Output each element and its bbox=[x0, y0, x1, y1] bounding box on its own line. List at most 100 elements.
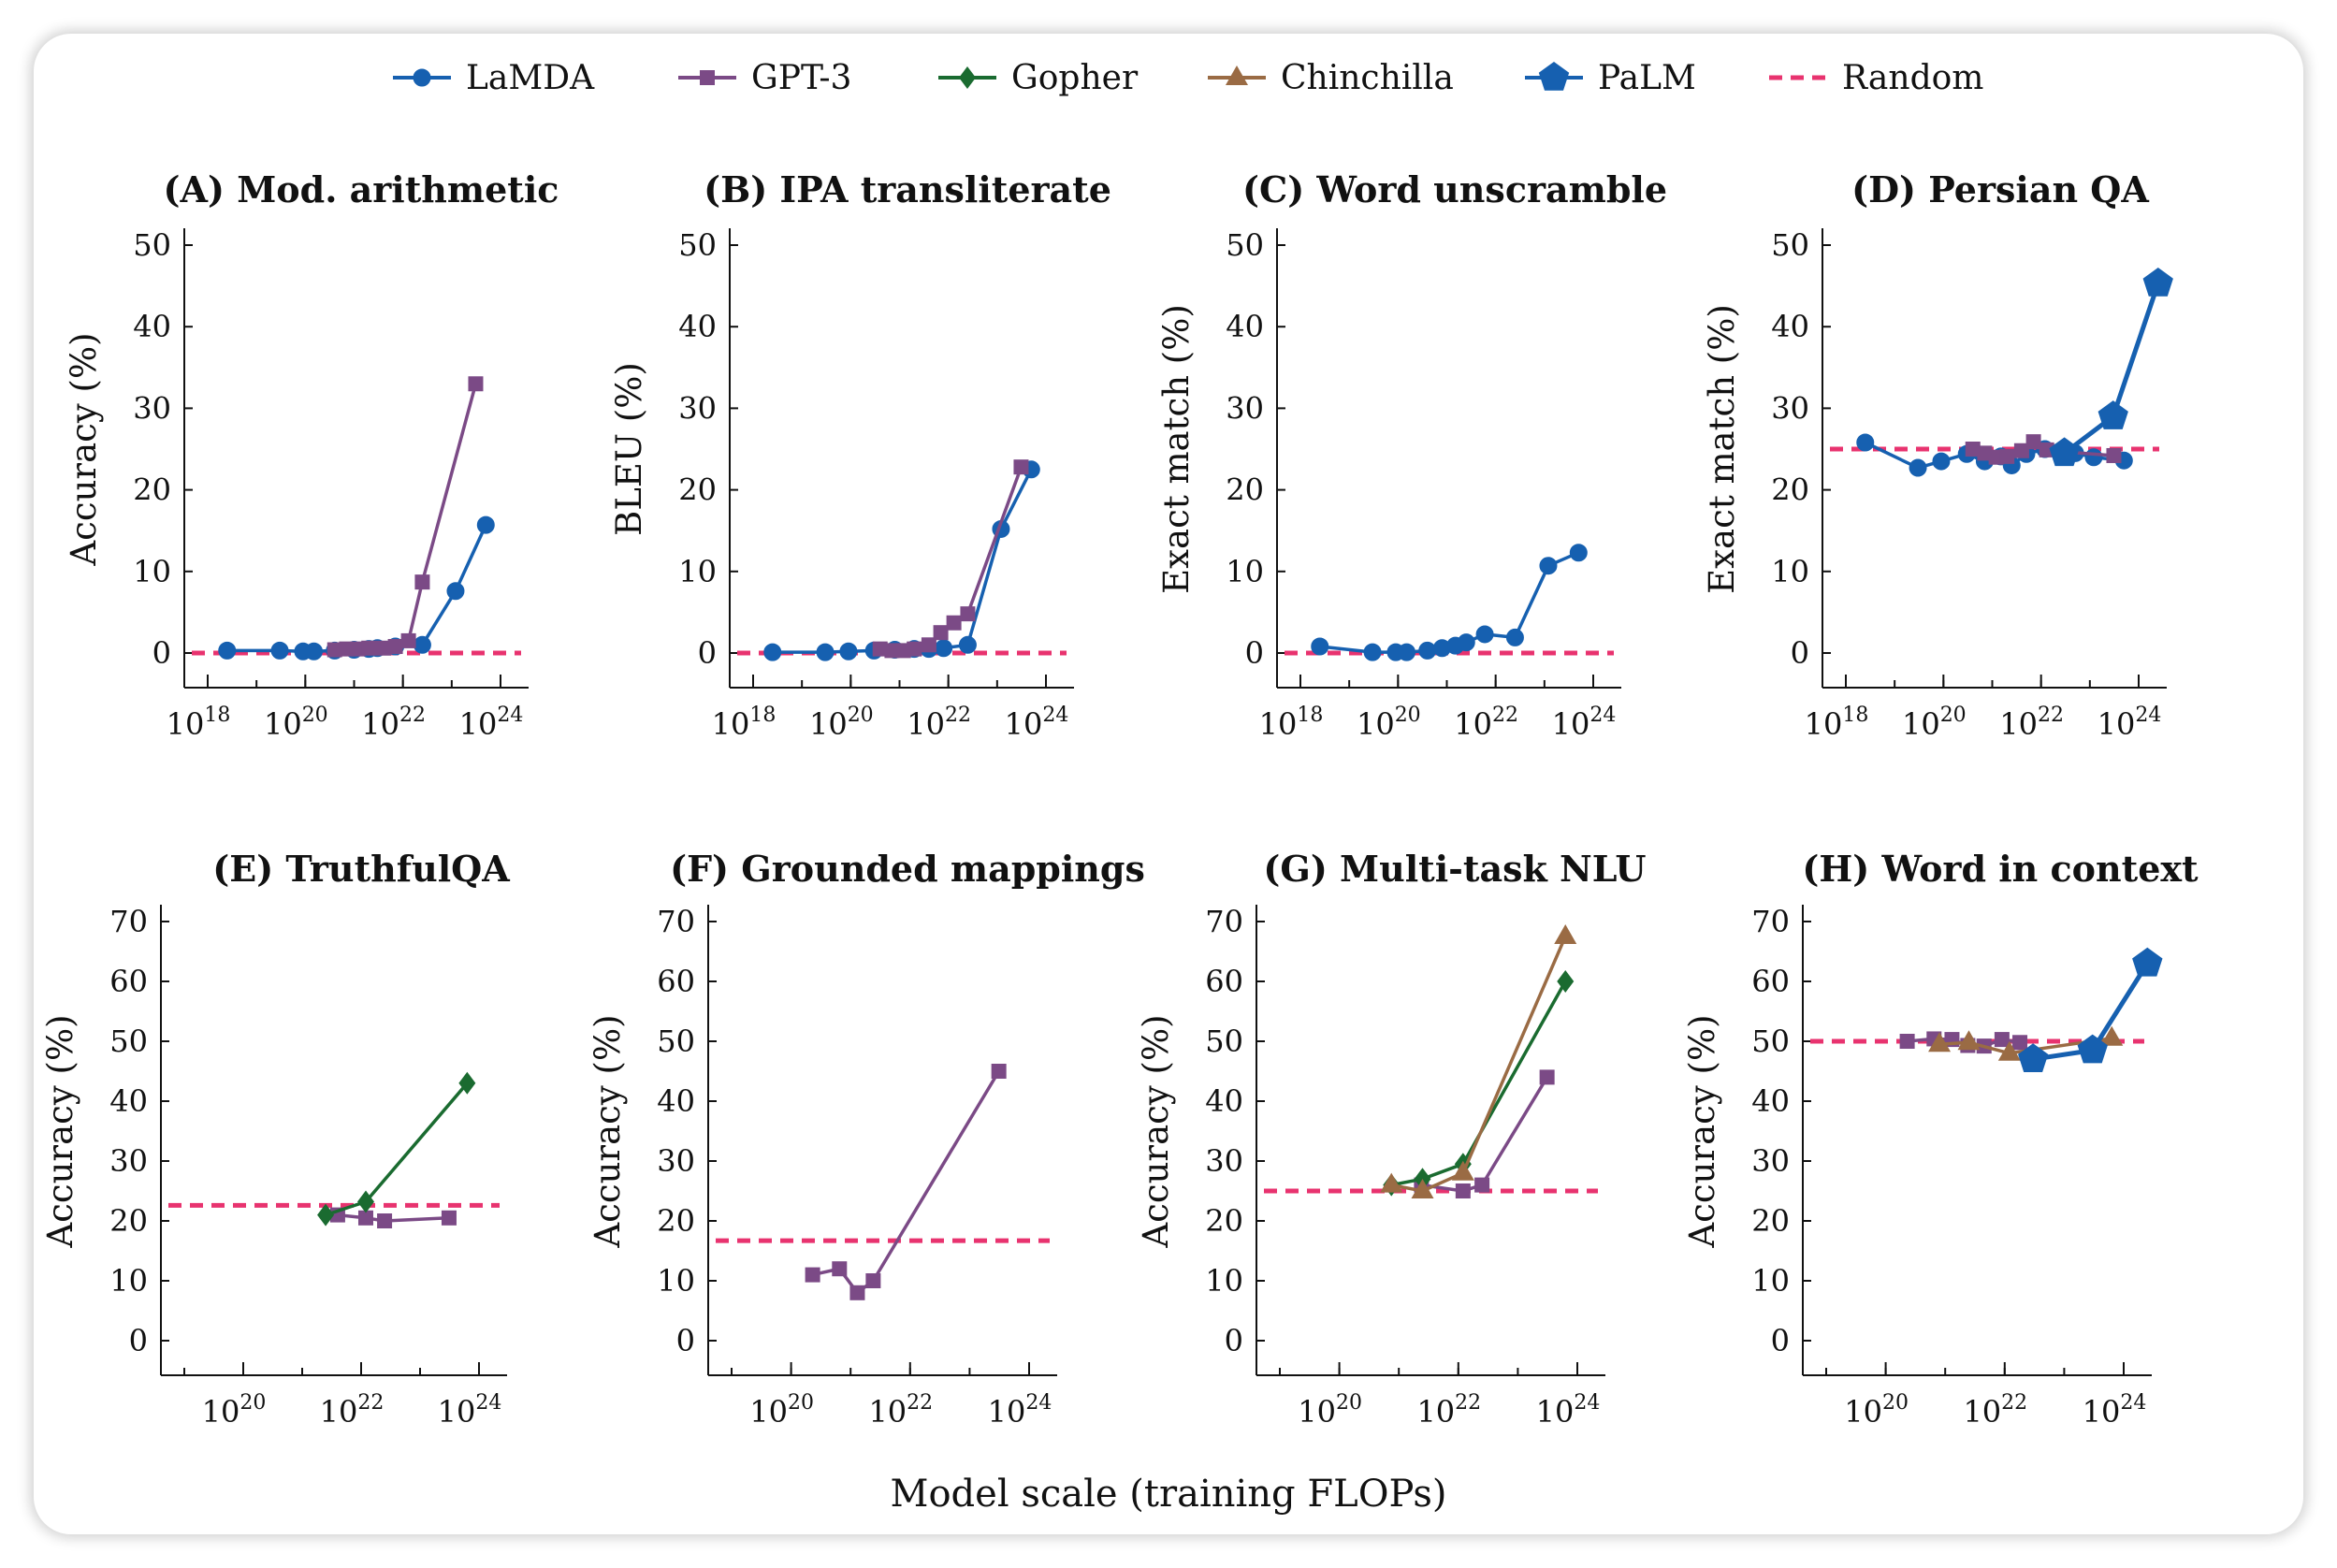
data-point bbox=[441, 1210, 457, 1226]
data-point bbox=[317, 1203, 335, 1227]
data-point bbox=[1013, 459, 1029, 475]
data-point bbox=[2142, 268, 2173, 297]
y-tick-label: 30 bbox=[1205, 1143, 1243, 1179]
y-tick-label: 10 bbox=[1226, 554, 1264, 589]
x-tick-label: 1022 bbox=[361, 704, 426, 742]
y-tick-label: 70 bbox=[657, 904, 695, 939]
y-tick-label: 30 bbox=[1226, 390, 1264, 426]
legend: LaMDA GPT-3 Gopher Chinchilla PaLM Random bbox=[393, 59, 1983, 97]
legend-label: Random bbox=[1842, 59, 1983, 97]
data-point bbox=[2097, 400, 2128, 429]
legend-item-gopher: Gopher bbox=[938, 59, 1139, 97]
x-tick-label: 1024 bbox=[2083, 1391, 2147, 1430]
y-tick-label: 40 bbox=[109, 1083, 148, 1119]
data-point bbox=[1311, 637, 1329, 656]
series-gpt-3 bbox=[329, 1207, 457, 1228]
x-tick-label: 1018 bbox=[1259, 704, 1324, 742]
data-point bbox=[2049, 437, 2080, 467]
data-point bbox=[446, 582, 465, 601]
series-lamda bbox=[218, 515, 495, 661]
y-tick-label: 10 bbox=[678, 554, 717, 589]
y-tick-label: 30 bbox=[1771, 390, 1809, 426]
y-tick-label: 40 bbox=[1226, 309, 1264, 344]
y-tick-label: 60 bbox=[1751, 964, 1790, 999]
series-chinchilla bbox=[1380, 924, 1577, 1198]
x-tick-label: 1022 bbox=[1454, 704, 1518, 742]
series-lamda bbox=[763, 460, 1040, 661]
y-tick-label: 30 bbox=[678, 390, 717, 426]
y-tick-label: 20 bbox=[657, 1203, 695, 1239]
y-axis-label: Accuracy (%) bbox=[40, 1014, 80, 1248]
x-tick-label: 1024 bbox=[2097, 704, 2162, 742]
y-tick-label: 10 bbox=[1751, 1263, 1790, 1299]
y-axis-label: Exact match (%) bbox=[1702, 304, 1742, 594]
x-tick-label: 1022 bbox=[1999, 704, 2064, 742]
x-tick-label: 1022 bbox=[320, 1391, 385, 1430]
x-tick-label: 1024 bbox=[988, 1391, 1052, 1430]
y-axis-label: BLEU (%) bbox=[609, 362, 649, 536]
data-point bbox=[1856, 433, 1875, 452]
series-gopher bbox=[317, 1071, 476, 1227]
data-point bbox=[2012, 1035, 2028, 1051]
y-tick-label: 0 bbox=[152, 635, 171, 671]
panel-title: (G) Multi-task NLU bbox=[1263, 848, 1646, 890]
x-axis-label: Model scale (training FLOPs) bbox=[891, 1473, 1447, 1516]
data-point bbox=[270, 641, 289, 660]
data-point bbox=[839, 642, 858, 661]
data-point bbox=[400, 632, 416, 648]
series-line bbox=[772, 469, 1033, 654]
data-point bbox=[1539, 1069, 1555, 1085]
data-point bbox=[1957, 1030, 1981, 1051]
x-tick-label: 1020 bbox=[749, 1391, 814, 1430]
data-point bbox=[218, 641, 237, 660]
data-point bbox=[1965, 442, 1981, 457]
series-line bbox=[812, 1070, 1001, 1295]
data-point bbox=[816, 643, 835, 661]
data-point bbox=[305, 642, 324, 661]
data-point bbox=[1451, 1160, 1474, 1181]
legend-item-gpt-3: GPT-3 bbox=[678, 59, 851, 97]
y-tick-label: 40 bbox=[657, 1083, 695, 1119]
legend-item-lamda: LaMDA bbox=[393, 59, 595, 97]
data-point bbox=[1999, 448, 2015, 464]
y-tick-label: 0 bbox=[1791, 635, 1809, 671]
panel-title: (C) Word unscramble bbox=[1242, 168, 1667, 211]
data-point bbox=[1994, 1032, 2010, 1048]
y-axis-label: Accuracy (%) bbox=[1136, 1014, 1176, 1248]
data-point bbox=[476, 515, 495, 534]
data-point bbox=[327, 642, 342, 658]
legend-item-palm: PaLM bbox=[1525, 59, 1696, 97]
y-tick-label: 60 bbox=[657, 964, 695, 999]
y-axis-label: Accuracy (%) bbox=[588, 1014, 628, 1248]
y-tick-label: 50 bbox=[678, 227, 717, 263]
figure-card bbox=[34, 34, 2303, 1534]
data-point bbox=[991, 1064, 1007, 1079]
y-tick-label: 20 bbox=[1771, 472, 1809, 508]
data-point bbox=[339, 641, 355, 657]
series-chinchilla bbox=[1928, 1025, 2124, 1061]
data-point bbox=[387, 639, 403, 655]
y-tick-label: 30 bbox=[109, 1143, 148, 1179]
data-point bbox=[2025, 434, 2041, 450]
y-tick-label: 20 bbox=[1751, 1203, 1790, 1239]
y-tick-label: 50 bbox=[133, 227, 171, 263]
y-tick-label: 60 bbox=[1205, 964, 1243, 999]
data-point bbox=[958, 635, 977, 654]
legend-item-chinchilla: Chinchilla bbox=[1208, 59, 1454, 97]
data-point bbox=[1899, 1034, 1915, 1049]
data-point bbox=[356, 1190, 374, 1213]
y-tick-label: 40 bbox=[1771, 309, 1809, 344]
y-tick-label: 40 bbox=[133, 309, 171, 344]
data-point bbox=[414, 574, 430, 590]
data-point bbox=[2106, 447, 2122, 463]
series-gpt-3 bbox=[327, 376, 484, 658]
data-point bbox=[1505, 628, 1524, 646]
legend-label: PaLM bbox=[1598, 59, 1696, 97]
data-point bbox=[1557, 970, 1575, 993]
legend-swatch-marker bbox=[1226, 65, 1248, 85]
series-gpt-3 bbox=[872, 459, 1029, 659]
